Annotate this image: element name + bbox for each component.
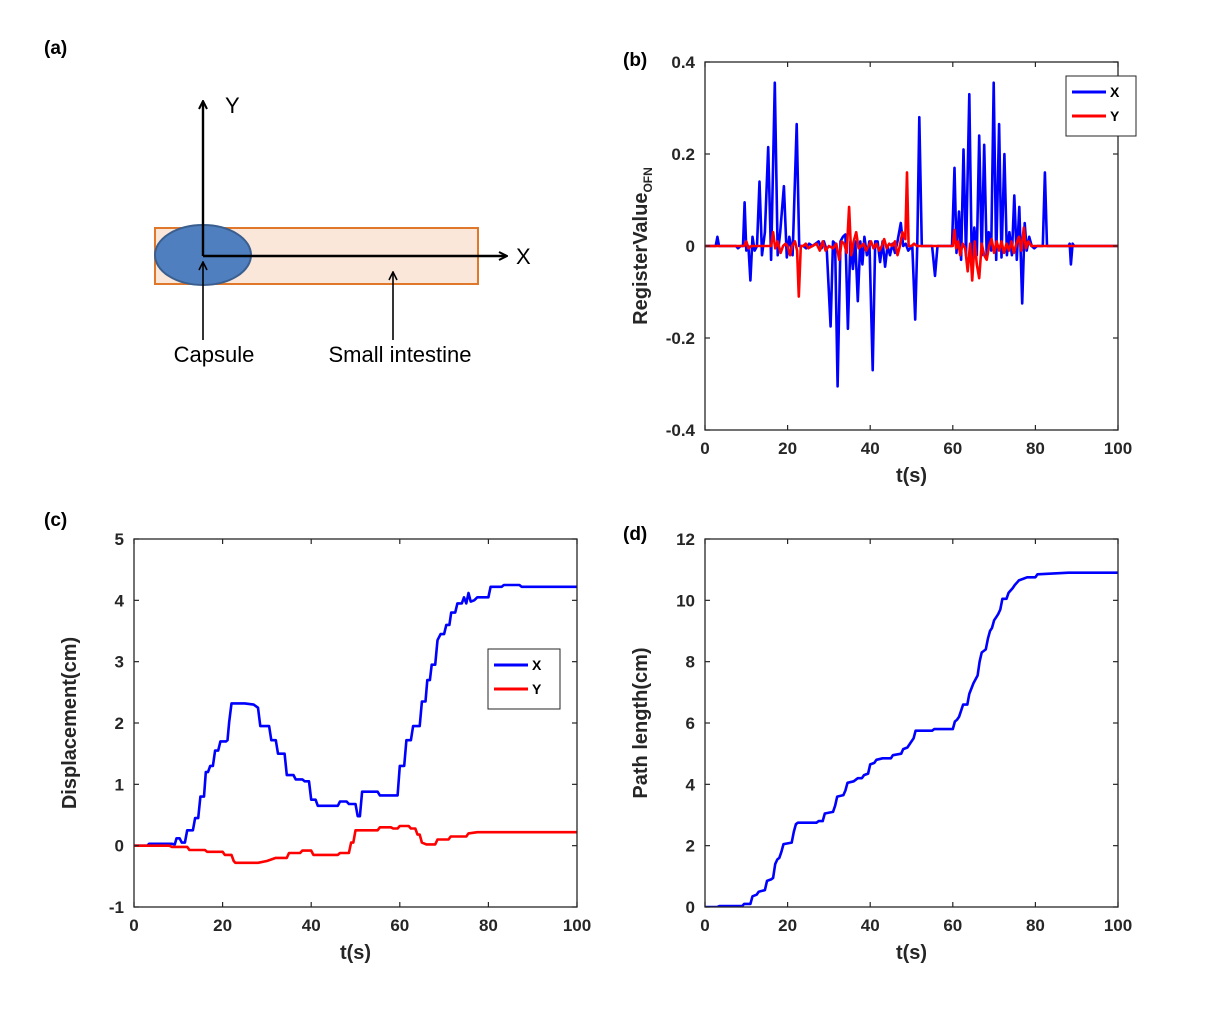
intestine-label: Small intestine [328,342,471,367]
x-tick-label-c: 60 [390,916,409,935]
legend-label-c-y: Y [532,681,542,697]
chart-b: 0 20 40 60 80 100 -0.4 -0.2 0 0.2 0.4 t(s) RegisterV… [630,53,1137,487]
series-line-c-x [134,583,577,847]
y-tick-label-d: 2 [686,837,695,856]
x-tick-label-b: 20 [778,439,797,458]
y-tick-label-b: -0.4 [666,421,696,440]
chart-d: 0 20 40 60 80 100 0 2 4 6 8 10 12 t(s) Path length(cm) [630,530,1132,964]
series-group-c [134,583,577,865]
x-tick-label-c: 100 [563,916,591,935]
y-tick-label-c: 1 [115,775,124,794]
y-axis-label-b: RegisterValueOFN [630,167,655,325]
y-tick-label-d: 8 [686,653,695,672]
y-tick-label-c: 4 [115,591,125,610]
legend-c: XY [487,648,561,710]
y-tick-label-b: 0.4 [671,53,695,72]
legend-label-b-x: X [1110,84,1120,100]
y-tick-label-b: 0 [686,237,695,256]
x-tick-label-d: 60 [943,916,962,935]
x-tick-label-b: 60 [943,439,962,458]
x-tick-label-b: 40 [861,439,880,458]
y-tick-label-b: -0.2 [666,329,695,348]
y-tick-label-c: -1 [109,898,124,917]
panel-label-b: (b) [623,50,647,71]
panel-label-a: (a) [44,38,67,59]
legend-box-b [1065,75,1137,137]
y-tick-label-b: 0.2 [671,145,695,164]
x-tick-label-d: 20 [778,916,797,935]
y-tick-label-d: 0 [686,898,695,917]
y-axis-label-c: Displacement(cm) [59,637,81,809]
capsule-label: Capsule [174,342,255,367]
x-tick-label-b: 80 [1026,439,1045,458]
series-line-c-y [134,824,577,865]
x-axis-label-c: t(s) [340,942,371,964]
panel-label-c: (c) [44,510,67,531]
plot-area-c [134,539,577,907]
y-tick-label-d: 6 [686,714,695,733]
x-tick-label-c: 40 [302,916,321,935]
x-tick-label-c: 0 [129,916,138,935]
series-group-b [705,81,1118,388]
x-tick-label-d: 0 [700,916,709,935]
x-axis-label-d: t(s) [896,942,927,964]
x-tick-label-c: 20 [213,916,232,935]
y-tick-label-d: 10 [676,591,695,610]
plot-area-d [705,539,1118,907]
x-tick-label-c: 80 [479,916,498,935]
legend-b: XY [1065,75,1137,137]
legend-box-c [487,648,561,710]
legend-label-c-x: X [532,657,542,673]
diagram-x-label: X [516,244,531,269]
x-tick-label-d: 80 [1026,916,1045,935]
panel-label-d: (d) [623,524,647,545]
diagram-y-label: Y [225,93,240,118]
x-tick-label-b: 100 [1104,439,1132,458]
x-tick-label-b: 0 [700,439,709,458]
y-tick-label-c: 5 [115,530,124,549]
diagram-a: Y X Capsule Small intestine [154,93,531,367]
y-tick-label-c: 2 [115,714,124,733]
chart-c: 0 20 40 60 80 100 -1 0 1 2 3 4 5 t(s) Displacement(cm)… [59,530,591,964]
y-axis-label-d: Path length(cm) [630,647,652,798]
y-tick-label-d: 4 [686,775,696,794]
x-tick-label-d: 40 [861,916,880,935]
series-line-b-y [705,171,1118,298]
y-tick-label-d: 12 [676,530,695,549]
series-line-d-path [705,571,1118,907]
y-tick-label-c: 0 [115,837,124,856]
x-tick-label-d: 100 [1104,916,1132,935]
legend-label-b-y: Y [1110,108,1120,124]
series-group-d [705,571,1118,907]
x-axis-label-b: t(s) [896,465,927,487]
y-tick-label-c: 3 [115,653,124,672]
